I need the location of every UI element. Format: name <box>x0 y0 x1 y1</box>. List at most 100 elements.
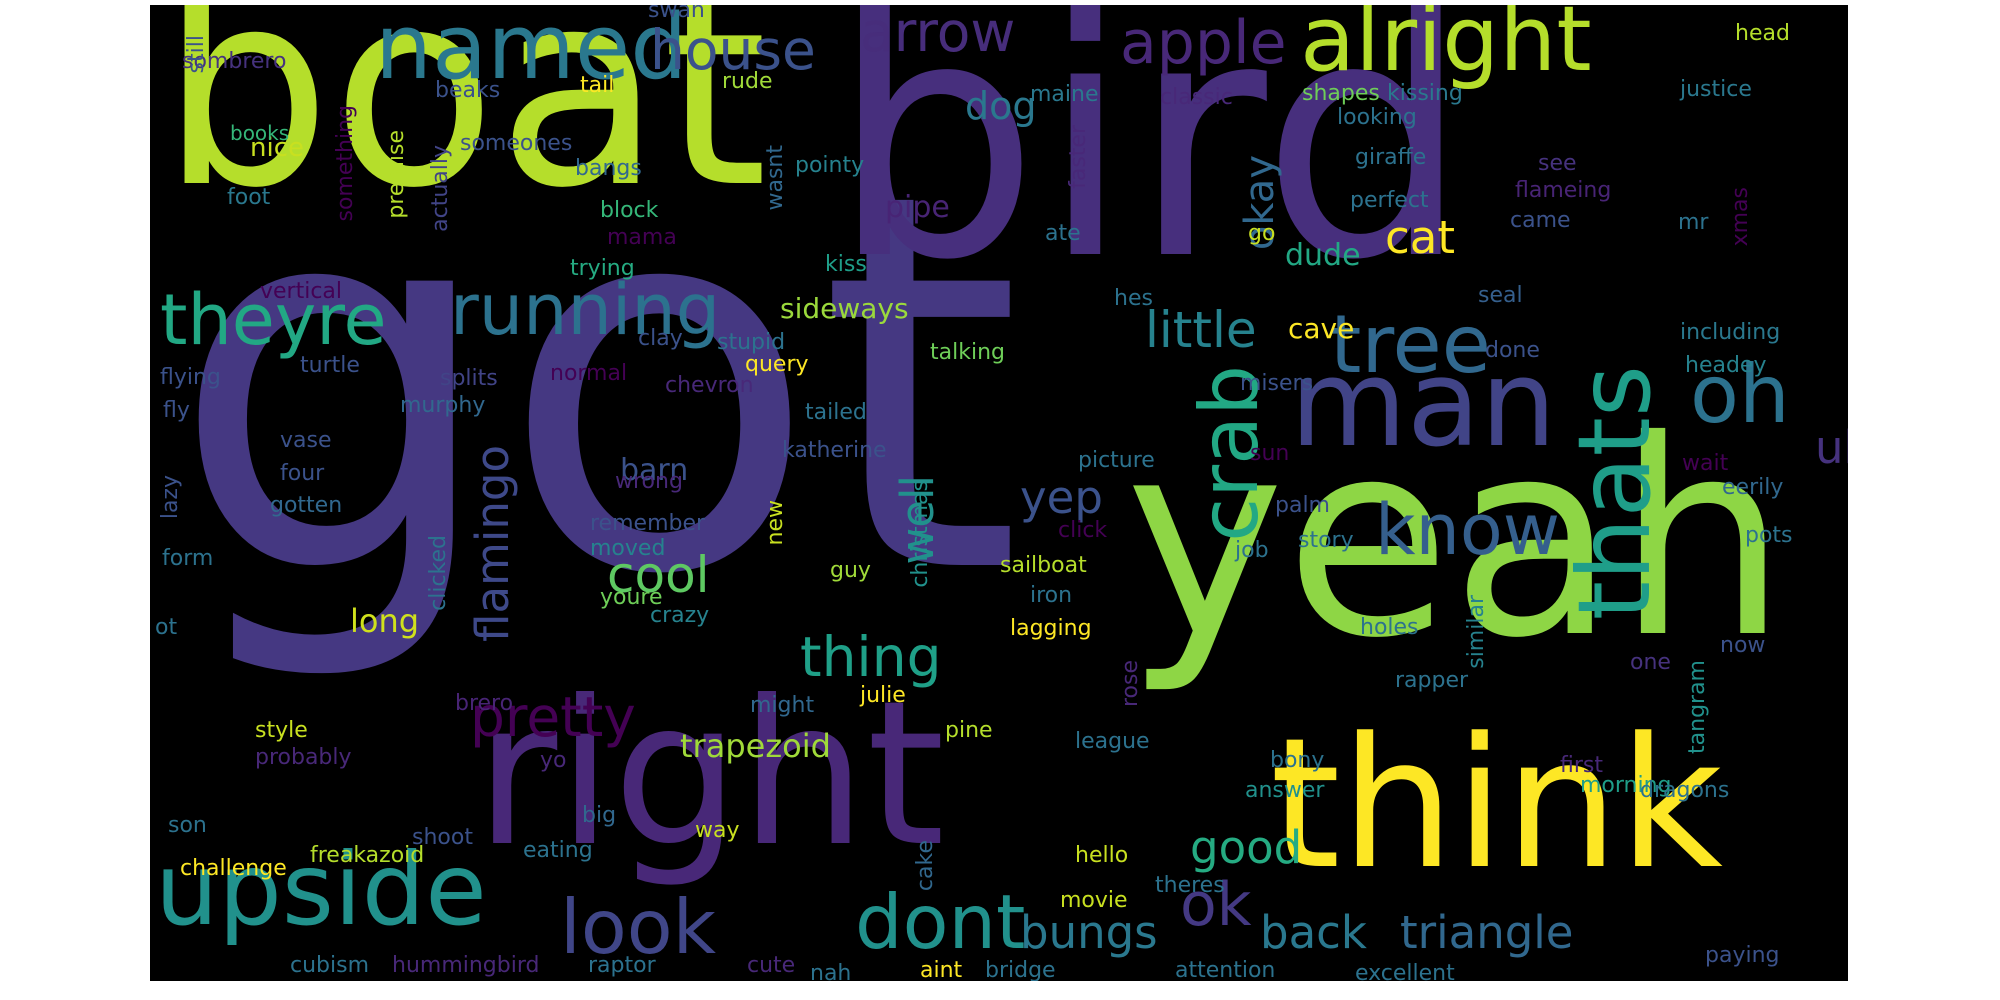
cloud-word: theres <box>1155 873 1225 898</box>
cloud-word: holes <box>1360 615 1419 640</box>
cloud-word: classic <box>1160 85 1233 110</box>
cloud-word: story <box>1298 528 1354 553</box>
cloud-word: flameing <box>1515 178 1612 203</box>
cloud-word: shoot <box>412 825 473 850</box>
cloud-word: crazy <box>650 603 710 628</box>
cloud-word: justice <box>1680 77 1752 102</box>
cloud-word: turtle <box>300 353 360 378</box>
cloud-word: little <box>1145 301 1257 359</box>
cloud-word: wait <box>1682 451 1729 476</box>
cloud-word: talking <box>930 340 1005 365</box>
cloud-word: hello <box>1075 843 1129 868</box>
cloud-word: still <box>184 35 209 74</box>
cloud-word: uh <box>1815 421 1848 474</box>
cloud-word: pointy <box>795 153 865 178</box>
cloud-word: ate <box>1045 221 1081 246</box>
cloud-word: hummingbird <box>392 953 540 978</box>
cloud-word: eerily <box>1722 475 1784 500</box>
cloud-word: xmas <box>1728 187 1753 247</box>
cloud-word: kissing <box>1387 81 1463 106</box>
cloud-word: katherine <box>782 438 887 463</box>
cloud-word: youre <box>600 585 663 610</box>
cloud-word: beaks <box>435 78 501 103</box>
cloud-word: julie <box>860 683 906 708</box>
cloud-word: know <box>1375 489 1560 571</box>
cloud-word: yep <box>1020 471 1103 524</box>
cloud-word: boat <box>160 5 768 247</box>
cloud-word: way <box>695 818 740 843</box>
cloud-word: pretty <box>470 685 636 749</box>
cloud-word: guy <box>830 558 871 583</box>
cloud-word: christmas <box>908 480 933 588</box>
cloud-word: stupid <box>717 330 786 355</box>
cloud-word: bungs <box>1020 906 1158 959</box>
cloud-word: sailboat <box>1000 553 1087 578</box>
cloud-word: block <box>600 198 659 223</box>
cloud-word: cake <box>913 840 938 892</box>
cloud-word: alright <box>1300 5 1592 92</box>
cloud-word: yo <box>540 748 567 773</box>
cloud-word: splits <box>440 366 498 391</box>
cloud-word: man <box>1290 335 1557 474</box>
cloud-word: one <box>1630 650 1671 675</box>
cloud-word: iron <box>1030 583 1073 608</box>
cloud-word: look <box>560 883 717 971</box>
cloud-word: big <box>582 803 617 828</box>
cloud-word: answer <box>1245 778 1325 803</box>
cloud-word: dragons <box>1640 778 1730 803</box>
cloud-word: cat <box>1385 211 1455 264</box>
cloud-word: maine <box>1030 82 1099 107</box>
cloud-word: bony <box>1270 748 1325 773</box>
cloud-word: four <box>280 461 325 486</box>
cloud-word: back <box>1260 906 1367 959</box>
cloud-word: pine <box>945 718 993 743</box>
cloud-word: tailed <box>805 400 867 425</box>
cloud-word: running <box>450 269 721 351</box>
cloud-word: seal <box>1478 283 1523 308</box>
cloud-word: cubism <box>290 953 370 978</box>
cloud-word: actually <box>428 145 453 232</box>
cloud-word: nice <box>250 133 304 163</box>
cloud-word: mr <box>1678 210 1709 235</box>
cloud-word: clay <box>638 326 683 351</box>
cloud-word: think <box>1270 700 1723 909</box>
cloud-word: ot <box>155 615 178 640</box>
cloud-word: flying <box>160 365 221 390</box>
cloud-word: house <box>650 18 816 82</box>
cloud-word: oh <box>1690 348 1790 441</box>
cloud-word: ok <box>1180 870 1252 940</box>
cloud-word: style <box>255 718 308 743</box>
cloud-word: picture <box>1078 448 1155 473</box>
cloud-word: might <box>750 693 815 718</box>
cloud-word: trapezoid <box>680 727 831 765</box>
cloud-word: go <box>1248 221 1276 246</box>
cloud-word: yeah <box>1125 382 1788 697</box>
cloud-word: mama <box>607 225 677 250</box>
cloud-word: faster <box>1066 125 1091 189</box>
cloud-word: similar <box>1464 595 1489 669</box>
cloud-word: chevron <box>665 373 754 398</box>
cloud-word: aint <box>920 958 963 982</box>
cloud-word: pipe <box>885 190 950 225</box>
cloud-word: shapes <box>1302 81 1380 106</box>
cloud-word: bangs <box>575 156 642 181</box>
cloud-word: palm <box>1275 493 1330 518</box>
cloud-word: something <box>333 105 358 222</box>
cloud-word: attention <box>1175 958 1276 982</box>
cloud-word: upside <box>155 831 487 948</box>
cloud-word: tree <box>1330 298 1491 391</box>
cloud-word: good <box>1190 821 1303 874</box>
cloud-word: bridge <box>985 958 1056 982</box>
cloud-word: vase <box>280 428 332 453</box>
cloud-word: misers <box>1240 371 1314 396</box>
cloud-word: vertical <box>260 279 343 304</box>
cloud-word: now <box>1720 633 1766 658</box>
cloud-word: murphy <box>400 393 486 418</box>
cloud-word: probably <box>255 745 352 770</box>
cloud-word: wrong <box>615 469 683 494</box>
cloud-word: new <box>763 500 788 546</box>
cloud-word: league <box>1075 729 1150 754</box>
cloud-word: fly <box>163 398 190 423</box>
cloud-word: thing <box>800 625 942 689</box>
cloud-word: arrow <box>860 5 1016 64</box>
